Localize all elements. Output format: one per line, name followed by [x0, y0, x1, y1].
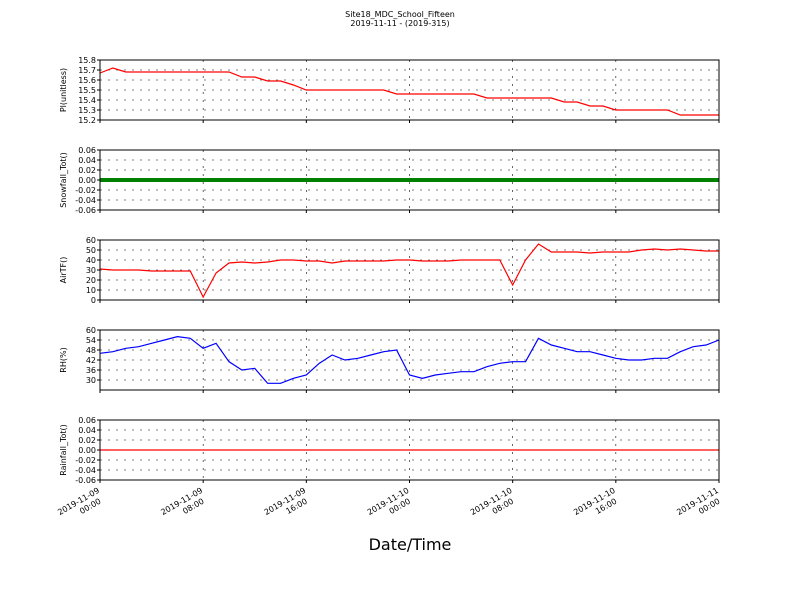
y-axis-label: Rainfall_Tot() [59, 424, 68, 476]
y-tick-label: 0.02 [78, 166, 96, 175]
y-tick-label: 36 [86, 366, 96, 375]
plot-frame [99, 59, 720, 121]
x-tick-label: 2019-11-1100:00 [675, 486, 725, 526]
chart-title: Site18_MDC_School_Fifteen [345, 10, 455, 19]
plot-frame [99, 149, 720, 211]
y-tick-label: 30 [86, 376, 96, 385]
x-tick-label: 2019-11-1016:00 [572, 486, 622, 526]
y-tick-label: -0.02 [75, 456, 96, 465]
y-tick-label: 0.06 [78, 146, 96, 155]
x-axis-label: Date/Time [369, 535, 452, 554]
y-axis-label: Pl(unitless) [59, 68, 68, 112]
x-tick-label: 2019-11-1000:00 [366, 486, 416, 526]
y-tick-label: 48 [86, 346, 96, 355]
y-tick-label: 60 [86, 236, 96, 245]
y-axis-label: RH(%) [59, 347, 68, 372]
data-line [99, 336, 720, 384]
y-tick-label: 15.6 [78, 76, 96, 85]
y-tick-label: 0.04 [78, 426, 96, 435]
data-line [99, 67, 719, 116]
y-tick-label: 0 [91, 296, 96, 305]
y-tick-label: 15.2 [78, 116, 96, 125]
y-tick-label: 50 [86, 246, 96, 255]
y-tick-label: -0.06 [75, 206, 96, 215]
plot-frame [99, 239, 720, 301]
y-tick-label: 0.00 [78, 176, 96, 185]
y-tick-label: 0.06 [78, 416, 96, 425]
y-tick-label: 54 [86, 336, 96, 345]
y-axis-label: AirTF() [59, 257, 68, 284]
data-line [99, 243, 719, 299]
x-tick-label: 2019-11-0900:00 [56, 486, 106, 526]
y-tick-label: 0.02 [78, 436, 96, 445]
plot-frame [99, 329, 720, 391]
plot-frame [99, 419, 720, 481]
y-tick-label: 60 [86, 326, 96, 335]
y-tick-label: 30 [86, 266, 96, 275]
x-tick-label: 2019-11-0908:00 [159, 486, 209, 526]
y-tick-label: 15.4 [78, 96, 96, 105]
y-tick-label: -0.02 [75, 186, 96, 195]
x-tick-label: 2019-11-1008:00 [469, 486, 519, 526]
y-axis-label: Snowfall_Tot() [59, 152, 68, 208]
chart-subtitle: 2019-11-11 - (2019-315) [350, 19, 449, 28]
y-tick-label: 42 [86, 356, 96, 365]
x-tick-label: 2019-11-0916:00 [263, 486, 313, 526]
y-tick-label: 15.5 [78, 86, 96, 95]
y-tick-label: 15.8 [78, 56, 96, 65]
y-tick-label: 10 [86, 286, 96, 295]
y-tick-label: -0.06 [75, 476, 96, 485]
y-tick-label: 15.3 [78, 106, 96, 115]
y-tick-label: -0.04 [75, 466, 96, 475]
y-tick-label: 0.04 [78, 156, 96, 165]
y-tick-label: 20 [86, 276, 96, 285]
y-tick-label: -0.04 [75, 196, 96, 205]
y-tick-label: 0.00 [78, 446, 96, 455]
y-tick-label: 40 [86, 256, 96, 265]
y-tick-label: 15.7 [78, 66, 96, 75]
